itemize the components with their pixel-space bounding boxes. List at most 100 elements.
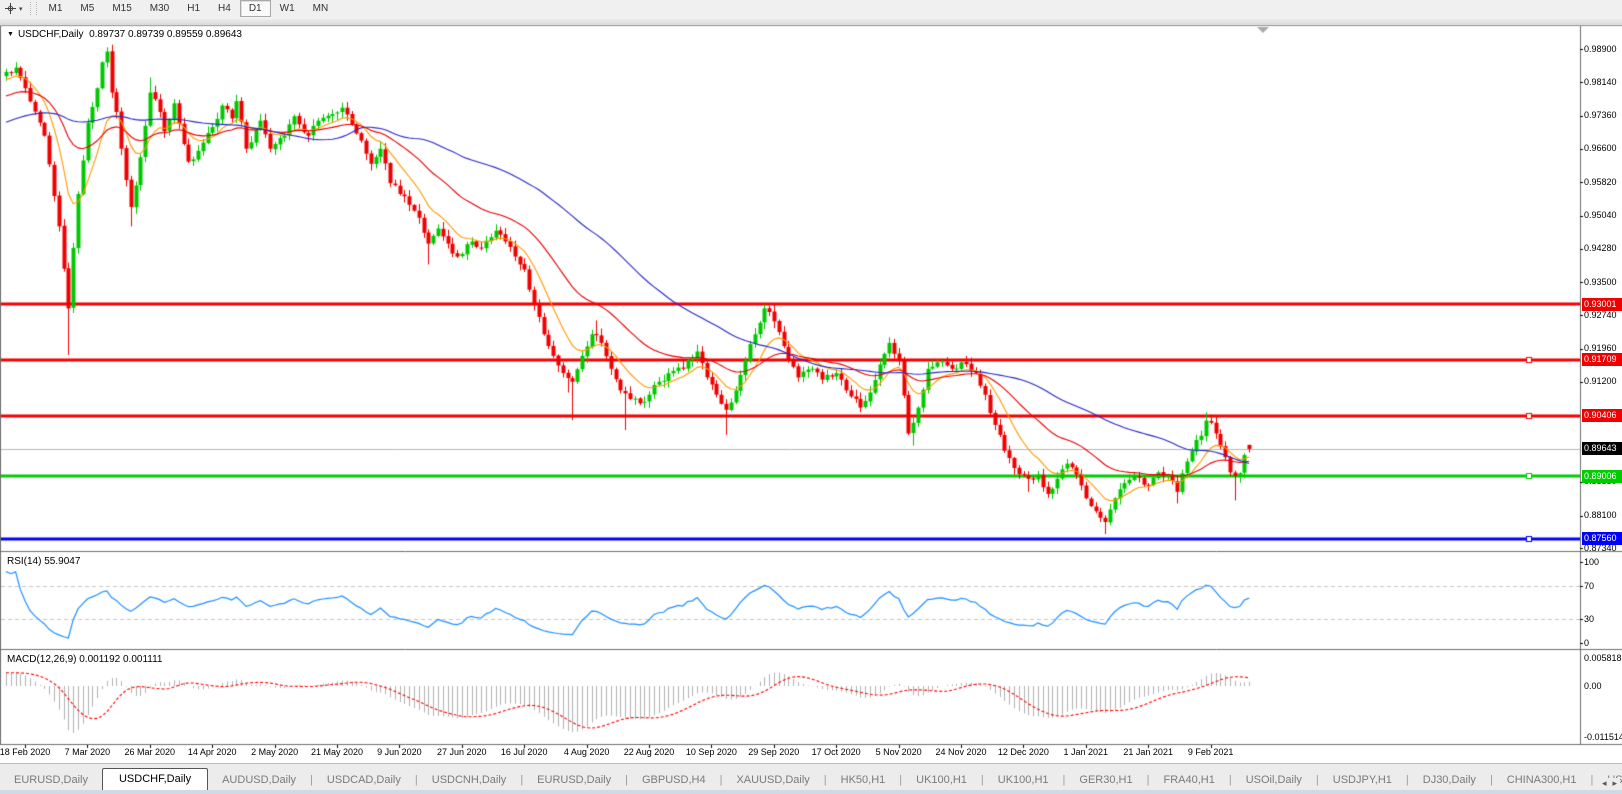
chevron-down-icon: ▾ (19, 5, 23, 13)
timeframe-button-m1[interactable]: M1 (48, 3, 63, 14)
date-label: 12 Dec 2020 (997, 747, 1049, 757)
crosshair-tool-button[interactable]: ▾ (0, 1, 27, 16)
timeframe-button-m30[interactable]: M30 (149, 3, 170, 14)
rsi-indicator-label: RSI(14) 55.9047 (7, 556, 81, 567)
date-label: 1 Jan 2021 (1063, 747, 1109, 757)
tab-separator: | (625, 774, 628, 786)
date-label: 26 Mar 2020 (124, 747, 176, 757)
date-label: 9 Jun 2020 (377, 747, 422, 757)
symbol-tab-uk100-h1[interactable]: UK100,H1 (916, 774, 967, 786)
price-tick-label: 0.98140 (1584, 76, 1617, 87)
tab-separator: | (1405, 774, 1409, 786)
tab-separator: | (414, 774, 418, 786)
timeframe-button-mn[interactable]: MN (312, 3, 329, 14)
price-level-tag[interactable]: 0.89006 (1582, 469, 1622, 483)
tab-separator: | (1146, 774, 1150, 786)
date-label: 22 Aug 2020 (623, 747, 675, 757)
price-level-tag[interactable]: 0.89643 (1582, 442, 1622, 456)
symbol-tab-uk100-h1[interactable]: UK100,H1 (997, 774, 1049, 786)
timeframe-buttons: M1 M5 M15 M30 H1 H4 D1 W1 MN (40, 0, 338, 17)
price-tick-label: 0.96600 (1584, 143, 1617, 154)
date-label: 27 Jun 2020 (437, 747, 487, 757)
symbol-tab-dj30-daily[interactable]: DJ30,Daily (1422, 774, 1476, 786)
price-tick-label: 0.88100 (1584, 510, 1617, 521)
tab-scroll-arrows: ◂ ▸ (1594, 778, 1620, 789)
collapse-triangle-icon[interactable]: ▼ (7, 31, 14, 38)
date-label: 10 Sep 2020 (685, 747, 737, 757)
price-tick-label: 0.91200 (1584, 376, 1617, 387)
rsi-scale-label: 100 (1584, 557, 1600, 567)
symbol-tab-ger30-h1[interactable]: GER30,H1 (1079, 774, 1133, 786)
timeframe-button-h4[interactable]: H4 (218, 3, 231, 14)
price-tick-label: 0.91960 (1584, 343, 1617, 354)
price-tick-label: 0.92740 (1584, 309, 1617, 320)
price-tick-label: 0.98900 (1584, 43, 1617, 54)
tab-separator: | (899, 774, 903, 786)
date-label: 18 Feb 2020 (0, 747, 51, 757)
tab-separator: | (719, 774, 723, 786)
symbol-period-label: USDCHF,Daily (17, 29, 84, 40)
tab-separator: | (520, 774, 524, 786)
symbol-tab-usdchf-daily[interactable]: USDCHF,Daily (101, 768, 209, 791)
symbol-tab-china300-h1[interactable]: CHINA300,H1 (1506, 774, 1577, 786)
date-label: 2 May 2020 (251, 747, 299, 757)
date-label: 21 May 2020 (310, 747, 364, 757)
date-label: 7 Mar 2020 (64, 747, 111, 757)
tab-separator: | (310, 774, 313, 786)
date-label: 29 Sep 2020 (748, 747, 800, 757)
symbol-tab-eurusd-daily[interactable]: EURUSD,Daily (14, 774, 88, 786)
toolbar-groove (0, 17, 1622, 26)
timeframe-toolbar: ▾ M1 M5 M15 M30 H1 H4 D1 W1 MN (0, 0, 1622, 17)
price-tick-label: 0.95040 (1584, 210, 1617, 221)
price-level-tag[interactable]: 0.91709 (1582, 353, 1622, 367)
price-level-tag[interactable]: 0.93001 (1582, 297, 1622, 311)
symbol-tab-audusd-daily[interactable]: AUDUSD,Daily (222, 774, 297, 786)
timeframe-button-m15[interactable]: M15 (112, 3, 132, 14)
timeframe-button-w1[interactable]: W1 (279, 3, 295, 14)
price-tick-label: 0.95820 (1584, 176, 1617, 187)
toolbar-separator (29, 2, 37, 15)
rsi-scale-label: 70 (1584, 581, 1595, 592)
timeframe-button-h1[interactable]: H1 (187, 3, 201, 14)
date-label: 17 Oct 2020 (811, 747, 861, 757)
chart-title: ▼ USDCHF,Daily 0.89737 0.89739 0.89559 0.… (7, 29, 242, 40)
price-tick-label: 0.97360 (1584, 110, 1617, 121)
date-label: 5 Nov 2020 (875, 747, 922, 757)
date-label: 4 Aug 2020 (563, 747, 610, 757)
date-label: 21 Jan 2021 (1123, 747, 1173, 757)
price-tick-label: 0.94280 (1584, 243, 1617, 254)
tab-separator: | (1315, 774, 1319, 786)
timeframe-button-m5[interactable]: M5 (80, 3, 95, 14)
symbol-tab-usdjpy-h1[interactable]: USDJPY,H1 (1332, 774, 1392, 786)
macd-indicator-label: MACD(12,26,9) 0.001192 0.001111 (7, 654, 163, 665)
date-label: 24 Nov 2020 (935, 747, 987, 757)
tab-separator: | (823, 774, 827, 786)
macd-scale-label: 0.005818 (1584, 653, 1622, 663)
rsi-scale-label: 0 (1584, 638, 1590, 648)
scroll-right-icon[interactable]: ▸ (1612, 778, 1617, 788)
ohlc-values: 0.89737 0.89739 0.89559 0.89643 (89, 29, 242, 40)
symbol-tab-xauusd-daily[interactable]: XAUUSD,Daily (736, 774, 810, 786)
price-level-tag[interactable]: 0.87560 (1582, 532, 1622, 546)
date-label: 14 Apr 2020 (187, 747, 237, 757)
crosshair-icon (5, 3, 16, 14)
symbol-tab-eurusd-daily[interactable]: EURUSD,Daily (537, 774, 612, 786)
symbol-tab-fra40-h1[interactable]: FRA40,H1 (1163, 774, 1215, 786)
symbol-tab-hk50-h1[interactable]: HK50,H1 (840, 774, 886, 786)
tab-separator: | (1489, 774, 1493, 786)
macd-scale-label: 0.00 (1584, 681, 1602, 691)
symbol-tab-usdcnh-daily[interactable]: USDCNH,Daily (431, 774, 507, 786)
tab-separator: | (1062, 774, 1066, 786)
tab-separator: | (1228, 774, 1232, 786)
symbol-tab-usdcad-daily[interactable]: USDCAD,Daily (326, 774, 401, 786)
timeframe-button-d1[interactable]: D1 (239, 0, 271, 17)
symbol-tab-usoil-daily[interactable]: USOil,Daily (1245, 774, 1302, 786)
symbol-tab-bar: EURUSD,Daily USDCHF,Daily AUDUSD,Daily | USD… (0, 763, 1622, 791)
price-level-tag[interactable]: 0.90406 (1582, 409, 1622, 423)
price-tick-label: 0.93500 (1584, 276, 1617, 287)
symbol-tab-gbpusd-h4[interactable]: GBPUSD,H4 (642, 774, 706, 786)
date-label: 9 Feb 2021 (1187, 747, 1234, 757)
scroll-left-icon[interactable]: ◂ (1601, 778, 1607, 788)
